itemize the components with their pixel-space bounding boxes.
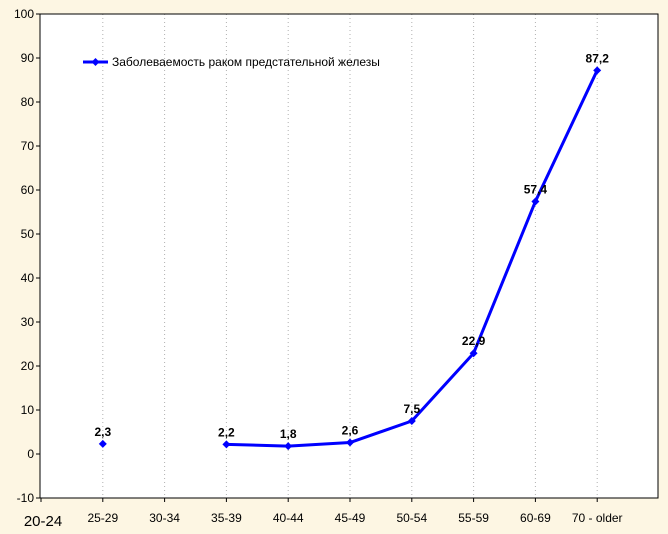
data-label: 87,2 [586,51,610,65]
x-tick-label: 20-24 [24,513,62,530]
data-point [593,66,602,75]
y-tick-label: 0 [27,447,34,461]
x-tick-label: 60-69 [520,511,551,525]
y-tick-label: -10 [17,491,35,505]
data-label: 22,9 [462,334,486,348]
x-tick-label: 25-29 [87,511,118,525]
data-point [469,349,478,358]
data-label: 1,8 [280,427,297,441]
plot-area [40,14,658,498]
data-label: 2,6 [342,424,359,438]
data-point [407,417,416,425]
x-tick-label: 45-49 [335,511,366,525]
y-tick-label: 40 [21,271,35,285]
data-point [284,442,293,451]
data-point [531,197,540,206]
data-point [98,439,107,448]
y-tick-label: 100 [14,7,34,21]
data-label: 2,3 [94,425,111,439]
y-tick-label: 80 [21,95,35,109]
data-point [346,438,354,447]
y-tick-label: 60 [21,183,35,197]
x-tick-label: 35-39 [211,511,242,525]
y-tick-label: 30 [21,315,35,329]
x-tick-label: 55-59 [458,511,489,525]
y-tick-label: 20 [21,359,35,373]
data-label: 57,4 [524,182,548,196]
data-point [222,440,231,449]
y-tick-label: 90 [21,51,35,65]
data-label: 7,5 [403,402,420,416]
x-tick-label: 30-34 [149,511,180,525]
x-tick-label: 70 - older [572,511,623,525]
x-tick-label: 50-54 [396,511,427,525]
y-tick-label: 50 [21,227,35,241]
x-tick-label: 40-44 [273,511,304,525]
legend-marker [91,58,100,66]
y-tick-label: 70 [21,139,35,153]
legend-label: Заболеваемость раком предстательной желе… [112,55,380,69]
y-tick-label: 10 [21,403,35,417]
plot-border [39,13,659,499]
data-label: 2,2 [218,425,235,439]
